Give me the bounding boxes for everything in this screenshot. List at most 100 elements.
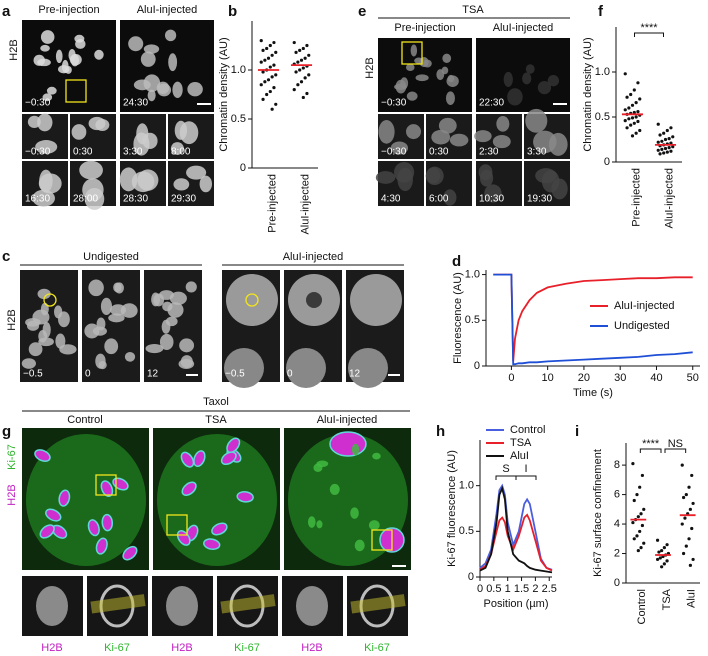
data-point	[657, 550, 661, 554]
data-line	[479, 485, 553, 574]
y-tick-label: 0.5	[231, 113, 246, 125]
data-point	[634, 101, 638, 105]
chromatin	[131, 171, 155, 193]
data-point	[630, 116, 635, 120]
timestamp: 3:30	[527, 147, 547, 158]
data-point	[690, 473, 694, 478]
data-point	[625, 95, 629, 99]
chromatin	[124, 351, 136, 362]
chromatin	[79, 160, 103, 180]
y-tick-label: 0	[468, 571, 474, 583]
chromatin	[484, 184, 502, 203]
roi-circle	[43, 293, 57, 307]
region-bracket	[495, 475, 517, 480]
data-point	[656, 122, 660, 126]
x-tick-label: 1.5	[514, 583, 529, 595]
data-point	[263, 80, 267, 84]
data-point	[630, 103, 635, 107]
crop-signal	[166, 586, 198, 626]
panel-label: e	[358, 3, 366, 20]
chromatin	[492, 135, 511, 149]
timestamp: −0.5	[225, 369, 245, 380]
crop-label: H2B	[301, 642, 322, 654]
data-point	[669, 141, 673, 145]
legend-label: TSA	[510, 437, 532, 449]
data-point	[667, 146, 671, 150]
data-point	[272, 40, 276, 45]
chromatin	[157, 83, 172, 97]
data-point	[687, 537, 691, 541]
data-point	[660, 139, 664, 143]
chromatin	[441, 66, 449, 75]
data-point	[292, 40, 296, 45]
timestamp: 10:30	[479, 194, 504, 205]
chromatin	[425, 166, 444, 186]
nucleus	[224, 348, 264, 388]
chromatin	[442, 53, 452, 64]
y-tick-label: 0	[614, 577, 620, 589]
data-point	[684, 492, 688, 497]
chromatin	[395, 79, 407, 94]
nucleus	[348, 348, 388, 388]
data-point	[265, 92, 269, 97]
x-tick-label: AluI	[686, 589, 698, 608]
data-point	[680, 463, 684, 467]
data-point	[625, 126, 629, 130]
chromatin	[446, 75, 459, 88]
data-point	[259, 60, 263, 64]
x-tick-label: 0.5	[486, 583, 501, 595]
channel-label: H2B	[364, 57, 376, 78]
chromatin	[114, 282, 124, 294]
data-point	[680, 522, 684, 526]
data-point	[298, 68, 302, 72]
chromosome	[181, 481, 197, 496]
column-header: AluI-injected	[493, 22, 554, 34]
chromosome	[100, 480, 114, 497]
chromosome	[193, 450, 206, 468]
y-tick-label: 1.0	[595, 66, 610, 78]
data-line	[493, 273, 693, 362]
chromosome	[203, 538, 221, 551]
chromatin	[368, 520, 380, 531]
legend-label: AluI	[510, 450, 529, 462]
data-point	[639, 512, 643, 516]
data-point	[623, 119, 627, 123]
data-point	[259, 39, 263, 43]
chromosome	[220, 451, 237, 466]
micrograph	[22, 20, 116, 112]
x-axis-label: Time (s)	[573, 387, 613, 399]
data-point	[662, 546, 666, 550]
data-point	[630, 134, 635, 138]
y-axis-label: Ki-67 surface confinement	[592, 449, 604, 577]
timestamp: −0:30	[381, 147, 407, 158]
chromatin	[537, 80, 552, 95]
y-tick-label: 1.0	[465, 268, 480, 280]
data-point	[667, 137, 671, 141]
chromatin	[547, 74, 560, 87]
line-profile	[350, 594, 406, 614]
chromatin	[88, 116, 106, 131]
data-point	[632, 498, 636, 503]
chromatin	[94, 49, 104, 60]
data-point	[266, 56, 271, 60]
y-tick-label: 1.0	[231, 64, 246, 76]
chromatin	[410, 44, 418, 57]
chromatin	[180, 355, 193, 369]
chromosome	[101, 513, 114, 532]
chromatin	[38, 329, 48, 343]
data-point	[632, 121, 636, 125]
data-point	[638, 485, 642, 489]
chromatin	[161, 319, 171, 334]
data-point	[665, 128, 669, 133]
chromosome	[112, 477, 129, 491]
chromatin	[37, 113, 53, 132]
data-point	[662, 151, 666, 155]
column-header: TSA	[205, 414, 227, 426]
chromosome	[34, 449, 51, 462]
x-tick-label: 1	[505, 583, 511, 595]
x-tick-label: 2.5	[542, 583, 557, 595]
nucleus	[226, 274, 278, 326]
roi-box	[95, 474, 117, 496]
chromatin	[84, 323, 100, 339]
column-header: AluI-injected	[137, 4, 198, 16]
